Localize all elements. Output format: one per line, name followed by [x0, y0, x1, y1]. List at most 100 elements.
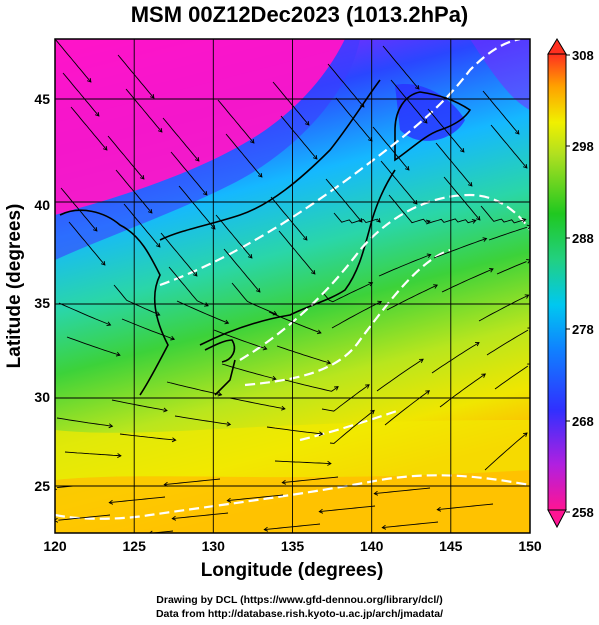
streamline [225, 133, 263, 178]
streamline-arrowhead [263, 526, 269, 532]
streamline [386, 284, 438, 311]
streamline-arrowhead [425, 219, 431, 225]
y-tick-label: 40 [34, 197, 50, 213]
streamline-arrowhead [155, 243, 161, 248]
y-tick-label: 25 [34, 478, 50, 494]
streamline-arrowhead [194, 157, 200, 162]
streamline [335, 97, 373, 142]
streamline [431, 342, 480, 374]
streamline [321, 384, 370, 412]
streamline [486, 329, 529, 356]
streamline-arrowhead [527, 327, 530, 332]
streamline [217, 99, 255, 144]
streamline [166, 381, 222, 396]
streamline [117, 54, 155, 99]
streamline-arrowhead [257, 173, 263, 178]
streamline [176, 300, 229, 324]
streamline [162, 117, 200, 162]
streamline [372, 126, 410, 171]
streamline [221, 363, 277, 380]
streamline-arrowhead [412, 200, 418, 205]
streamline [111, 399, 168, 412]
streamline [119, 433, 176, 441]
streamline-arrowhead [163, 407, 168, 413]
streamline-arrowhead [281, 405, 286, 411]
streamline [121, 318, 175, 340]
streamline [488, 226, 528, 241]
streamline-arrowhead [425, 390, 430, 395]
gridlines [55, 39, 530, 533]
x-tick-label: 135 [281, 538, 305, 554]
streamline-arrowhead [139, 175, 145, 180]
streamline-arrowhead [312, 155, 318, 160]
colorbar-min-arrow [547, 509, 567, 529]
x-tick-label: 130 [202, 538, 226, 554]
streamline-arrowhead [171, 515, 177, 521]
y-tick-label: 45 [34, 91, 50, 107]
streamline-arrowhead [117, 453, 122, 459]
x-tick-label: 120 [43, 538, 67, 554]
streamline [62, 72, 100, 117]
streamline-arrowhead [94, 112, 100, 117]
map-title: MSM 00Z12Dec2023 (1013.2hPa) [130, 2, 469, 27]
streamline [384, 390, 430, 426]
streamline [64, 451, 121, 457]
colorbar-label: 298 [572, 139, 594, 154]
streamline-arrowhead [433, 284, 438, 289]
streamline [443, 176, 481, 221]
streamline [56, 417, 113, 427]
streamline [70, 106, 108, 151]
streamline-arrowhead [271, 375, 277, 381]
streamline-arrowhead [526, 259, 530, 264]
streamline-arrowhead [489, 267, 494, 273]
streamline [107, 135, 145, 180]
streamline [231, 282, 277, 315]
streamline-arrowhead [102, 146, 108, 151]
streamline-arrowhead [55, 517, 59, 523]
streamline-arrowhead [475, 342, 480, 347]
streamline [323, 282, 373, 303]
streamline [390, 79, 428, 124]
streamline-arrowhead [148, 530, 153, 533]
streamline-arrowhead [436, 506, 442, 512]
streamline-arrowhead [149, 94, 155, 99]
streamline [164, 478, 221, 486]
streamline-arrowhead [475, 216, 481, 221]
streamline-arrowhead [481, 373, 487, 378]
streamline-arrowhead [281, 479, 287, 485]
colorbar-label: 278 [572, 322, 594, 337]
streamline-arrowhead [249, 139, 255, 144]
streamline-arrowhead [373, 490, 379, 496]
streamline-arrowhead [419, 358, 424, 364]
streamline [229, 397, 285, 410]
streamline [168, 266, 209, 307]
streamline [58, 302, 111, 326]
streamline-arrowhead [365, 384, 370, 389]
streamline [55, 39, 92, 83]
colorbar-label: 288 [572, 231, 594, 246]
streamline [374, 487, 431, 495]
streamline [66, 336, 121, 356]
streamline [282, 476, 339, 484]
streamline [172, 512, 229, 520]
streamline [378, 254, 431, 277]
streamline-arrowhead [262, 345, 268, 351]
streamline [266, 426, 323, 435]
footer-credit-drawing: Drawing by DCL (https://www.gfd-dennou.o… [156, 594, 443, 606]
streamline [125, 88, 163, 133]
streamline-arrowhead [526, 224, 530, 230]
streamline [270, 196, 308, 241]
streamline-arrowhead [247, 254, 253, 259]
streamline-arrowhead [359, 103, 365, 108]
streamline-arrowhead [524, 294, 530, 299]
colorbar-max-arrow [547, 38, 567, 55]
streamline [274, 460, 331, 465]
streamline [494, 365, 529, 390]
streamline-arrowhead [100, 261, 106, 266]
streamline-arrowhead [86, 78, 92, 83]
streamline [433, 238, 487, 259]
streamline-arrowhead [467, 182, 473, 187]
streamline-arrowhead [302, 236, 308, 241]
streamline-arrowhead [115, 351, 121, 357]
streamline-arrowhead [157, 128, 163, 133]
